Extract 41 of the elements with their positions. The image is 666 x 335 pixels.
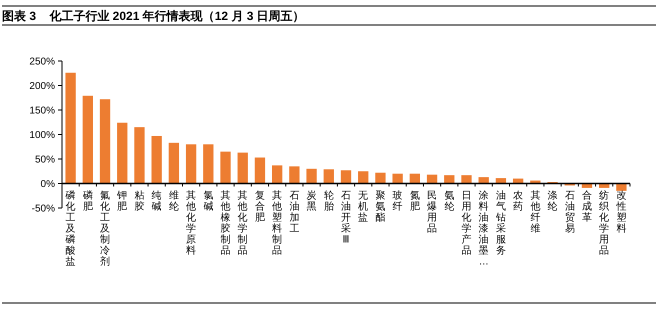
- y-tick-label: -50%: [32, 204, 56, 214]
- y-tick-label: 250%: [29, 56, 56, 68]
- x-tick-label: 其他化学原料: [186, 190, 196, 256]
- x-tick-label: 磷肥: [82, 190, 93, 212]
- y-tick-label: 200%: [29, 81, 56, 92]
- x-tick-label: 其他橡胶制品: [220, 190, 231, 256]
- y-tick-label: 0%: [40, 179, 56, 190]
- y-tick-label: 150%: [29, 106, 56, 116]
- x-tick-label: 涤纶: [548, 190, 558, 212]
- x-tick-label: 油气钻采服务: [494, 190, 506, 256]
- x-tick-label: 其他塑料制品: [272, 190, 282, 256]
- x-tick-label: 聚氨酯: [375, 190, 386, 224]
- x-tick-label: 氨纶: [444, 190, 454, 212]
- x-tick-label: 其他化学制品: [238, 190, 248, 256]
- x-tick-label: 磷化工及磷酸盐: [64, 190, 76, 268]
- x-tick-label: 氯碱: [203, 190, 214, 212]
- x-tick-label: 纺织化学用品: [599, 190, 610, 256]
- x-tick-label: 玻纤: [392, 190, 403, 212]
- x-tick-label: 钾肥: [116, 190, 128, 212]
- x-tick-label: 石油开采Ⅲ: [341, 190, 351, 246]
- x-tick-label: 粘胶: [134, 190, 144, 212]
- x-tick-label: 纯碱: [152, 190, 162, 212]
- x-tick-label: 石油加工: [289, 190, 300, 234]
- y-tick-label: 50%: [34, 154, 56, 166]
- x-tick-label: 复合肥: [254, 190, 265, 224]
- x-tick-label: 炭黑: [306, 190, 317, 212]
- x-tick-label: 氟化工及制冷剂: [100, 190, 110, 268]
- x-tick-label: 轮胎: [324, 190, 334, 212]
- x-tick-label: 维纶: [168, 190, 179, 212]
- x-tick-label: 涂料油漆油墨…: [478, 190, 489, 268]
- x-tick-label: 民爆用品: [427, 190, 438, 234]
- x-tick-label: 其他纤维: [530, 190, 540, 234]
- x-tick-label: 改性塑料: [615, 190, 626, 234]
- y-tick-label: 100%: [29, 130, 56, 141]
- x-tick-label: 农药: [513, 190, 524, 212]
- x-tick-label: 氮肥: [410, 190, 420, 212]
- x-tick-label: 日用化学产品: [461, 190, 472, 256]
- x-tick-label: 无机盐: [358, 190, 368, 224]
- x-tick-label: 石油贸易: [564, 190, 575, 234]
- chart-title: 图表 3 化工子行业 2021 年行情表现（12 月 3 日周五）: [2, 9, 305, 23]
- x-tick-label: 合成革: [582, 190, 592, 224]
